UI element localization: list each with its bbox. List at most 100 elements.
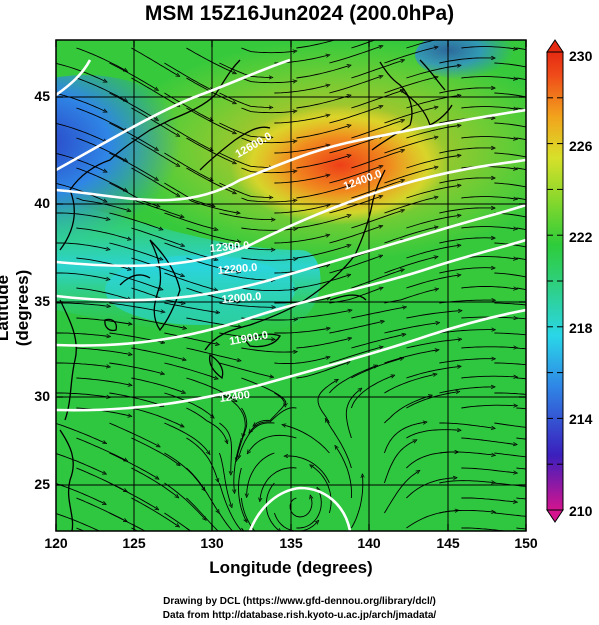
streamline [131, 227, 183, 246]
streamline [237, 407, 248, 460]
streamline [109, 182, 158, 206]
streamline [296, 156, 349, 169]
streamline [56, 122, 105, 141]
streamline [240, 497, 256, 531]
streamline [461, 136, 515, 139]
streamline [384, 323, 437, 334]
streamline [218, 482, 242, 531]
streamline [76, 287, 129, 299]
streamline [164, 362, 216, 378]
streamline [406, 245, 459, 259]
streamline [296, 338, 350, 349]
streamline [406, 275, 459, 289]
streamline [219, 512, 233, 531]
streamline [329, 166, 381, 184]
streamline [461, 376, 515, 378]
streamline [329, 347, 381, 364]
streamline [186, 497, 219, 531]
streamline [219, 362, 272, 377]
contour-label: 12400 [219, 389, 251, 405]
streamline [274, 357, 328, 364]
streamline [516, 287, 526, 291]
streamline [406, 186, 459, 199]
streamline [461, 405, 515, 409]
coastline [419, 59, 446, 91]
streamline [516, 527, 526, 530]
contour-line [56, 59, 92, 97]
streamline [351, 120, 403, 139]
streamline [329, 322, 382, 334]
contour-label: 12000.0 [221, 291, 262, 306]
streamline [461, 46, 515, 49]
streamline [164, 482, 205, 519]
streamline [131, 347, 184, 360]
streamline [296, 489, 322, 529]
streamline [296, 362, 348, 379]
streamline [131, 407, 182, 426]
x-tick-label: 135 [279, 535, 303, 551]
streamline [186, 317, 240, 327]
streamline [219, 302, 273, 307]
streamline [218, 452, 231, 506]
streamline [461, 437, 515, 444]
streamline [494, 422, 526, 428]
streamline [406, 216, 459, 229]
streamline [241, 77, 295, 83]
streamline [56, 92, 105, 111]
streamline [345, 389, 360, 439]
streamline [164, 122, 211, 150]
streamline [384, 396, 430, 424]
streamline [296, 275, 349, 289]
streamline [406, 156, 459, 169]
streamline [76, 437, 126, 460]
streamline [234, 437, 242, 492]
y-tick-label: 25 [34, 476, 50, 492]
streamline [296, 66, 349, 79]
streamline [461, 106, 515, 109]
streamline [329, 106, 381, 124]
streamline [406, 66, 459, 79]
streamline [241, 197, 295, 202]
streamline [131, 107, 178, 136]
streamline [254, 392, 285, 425]
streamline [406, 367, 459, 379]
streamline [56, 392, 108, 397]
streamline [131, 47, 178, 76]
streamline [131, 317, 184, 328]
streamline [329, 46, 381, 64]
colorbar-tick-label: 214 [569, 411, 593, 427]
streamline [494, 302, 526, 305]
streamline [186, 107, 234, 133]
streamline [351, 335, 404, 349]
x-tick-label: 150 [514, 535, 538, 551]
colorbar-tick-label: 230 [569, 48, 593, 64]
streamline [241, 347, 295, 352]
streamline [241, 137, 295, 143]
streamline [76, 137, 126, 161]
streamline [494, 393, 526, 395]
credit-data: Data from http://database.rish.kyoto-u.a… [162, 610, 437, 621]
streamline [164, 212, 216, 230]
streamline [219, 392, 246, 436]
streamline [56, 453, 104, 473]
streamline [56, 212, 108, 219]
streamline [76, 77, 126, 101]
x-tick-label: 120 [44, 535, 68, 551]
streamline [384, 289, 437, 304]
coastline [329, 294, 367, 301]
streamline [516, 407, 526, 410]
colorbar-tick-label: 210 [569, 503, 593, 519]
coastline [399, 89, 453, 126]
streamline [274, 175, 328, 184]
streamline [329, 256, 381, 274]
streamline [56, 182, 105, 201]
streamline [186, 407, 227, 442]
streamline [241, 107, 295, 113]
streamline [241, 167, 295, 173]
coastline [149, 239, 181, 332]
streamline [296, 216, 349, 229]
streamline [164, 272, 216, 290]
streamline [317, 380, 337, 424]
streamline [351, 150, 403, 169]
streamline [247, 452, 275, 496]
